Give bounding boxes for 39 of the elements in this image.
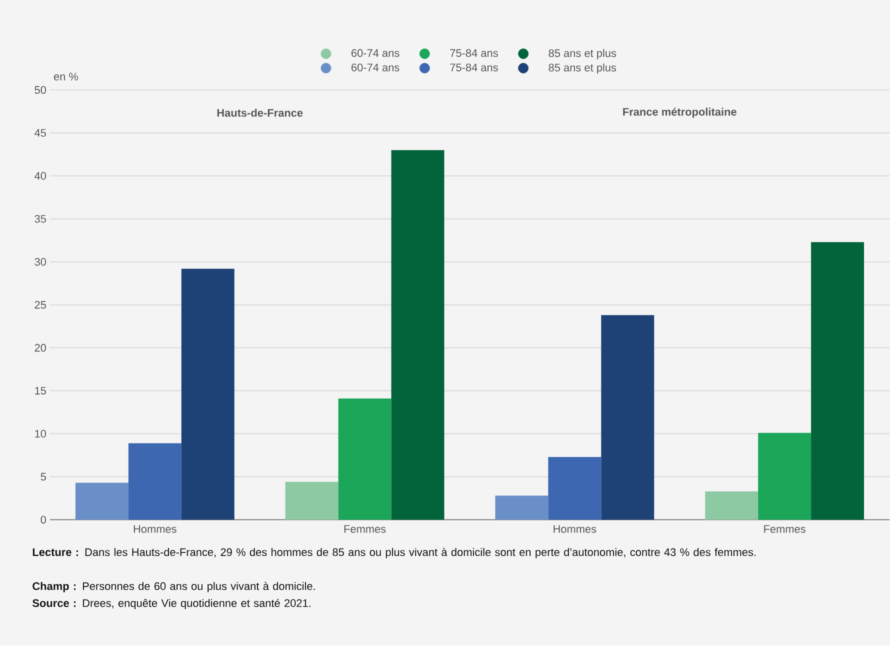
bar bbox=[495, 496, 548, 520]
legend-label: 85 ans et plus bbox=[548, 49, 616, 60]
legend-label: 85 ans et plus bbox=[548, 64, 616, 74]
bar bbox=[391, 150, 444, 520]
annotation: France métropolitaine bbox=[623, 108, 736, 118]
legend-label: 60-74 ans bbox=[352, 49, 400, 58]
bar bbox=[75, 482, 128, 520]
bar bbox=[758, 433, 812, 520]
bar bbox=[811, 242, 864, 520]
text: Champ : Personnes de 60 ans ou plus vivant à domicile. bbox=[32, 582, 315, 592]
y-tick-label: 50 bbox=[34, 86, 46, 94]
y-tick-label: 45 bbox=[34, 129, 46, 137]
bar bbox=[601, 315, 654, 520]
y-tick-label: 10 bbox=[35, 430, 46, 438]
legend-label: 75-84 ans bbox=[450, 49, 498, 58]
y-tick-label: 5 bbox=[40, 473, 46, 481]
legend-label: 60-74 ans bbox=[352, 64, 400, 72]
bar bbox=[181, 268, 234, 520]
y-tick-label: 0 bbox=[40, 516, 46, 524]
x-tick-label: Hommes bbox=[554, 525, 596, 534]
text: Source : Drees, enquête Vie quotidienne et santé 2021. bbox=[32, 599, 310, 610]
bar bbox=[285, 482, 338, 520]
bar bbox=[548, 457, 602, 520]
x-tick-label: Femmes bbox=[344, 525, 386, 534]
y-tick-label: 35 bbox=[34, 215, 46, 223]
y-axis-title: en % bbox=[54, 72, 78, 81]
y-tick-label: 20 bbox=[34, 344, 46, 352]
y-tick-label: 30 bbox=[34, 258, 46, 266]
legend-label: 75-84 ans bbox=[450, 64, 498, 72]
annotation: Hauts-de-France bbox=[217, 108, 303, 117]
bar bbox=[128, 443, 182, 520]
x-tick-label: Femmes bbox=[764, 525, 806, 534]
x-tick-label: Hommes bbox=[134, 525, 176, 534]
bar bbox=[338, 398, 392, 520]
y-tick-label: 15 bbox=[35, 387, 46, 395]
y-tick-label: 25 bbox=[34, 301, 46, 309]
text: Lecture : Dans les Hauts-de-France, 29 % des hommes de 85 ans ou plus vivant à domicile sont en perte d’autonomie, contre 43 % des femmes. bbox=[32, 548, 756, 558]
y-tick-label: 40 bbox=[34, 172, 46, 180]
bar bbox=[705, 492, 758, 520]
